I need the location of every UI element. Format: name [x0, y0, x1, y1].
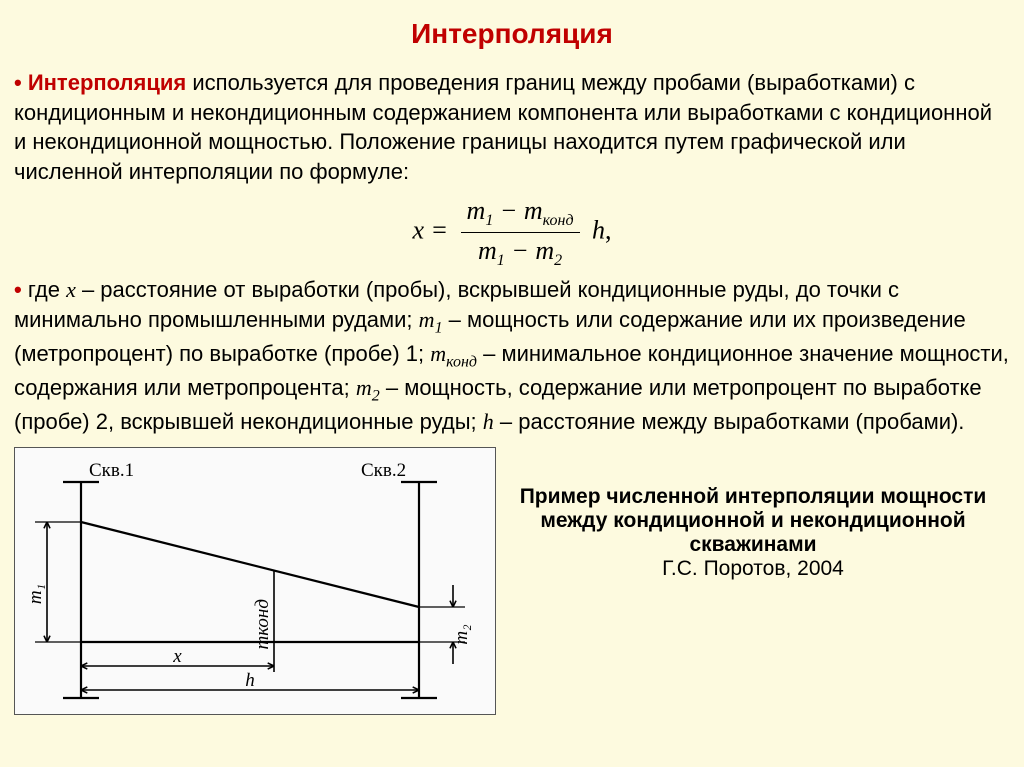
- diagram-frame: Скв.1 Скв.2 m₁ m₂ mконд x h: [14, 447, 496, 715]
- var-x: x: [66, 277, 76, 302]
- var-mkond: mконд: [430, 341, 477, 366]
- interpolation-diagram: Скв.1 Скв.2 m₁ m₂ mконд x h: [19, 452, 491, 704]
- formula-rhs: h,: [592, 215, 612, 244]
- formula-numerator: m1 − mконд: [461, 193, 580, 233]
- var-h: h: [483, 409, 494, 434]
- p2f: – расстояние между выработками (пробами)…: [494, 409, 965, 434]
- bullet-1: •: [14, 70, 28, 95]
- svg-text:Скв.1: Скв.1: [89, 460, 134, 481]
- formula-row: x = m1 − mконд m1 − m2 h,: [14, 193, 1010, 272]
- svg-text:Скв.2: Скв.2: [361, 460, 406, 481]
- svg-text:mконд: mконд: [252, 599, 273, 649]
- svg-text:m₂: m₂: [451, 624, 472, 645]
- caption-bold: Пример численной интерполяции мощности м…: [496, 485, 1010, 557]
- page-title: Интерполяция: [0, 0, 1024, 50]
- formula-lhs: x =: [412, 215, 448, 244]
- svg-text:h: h: [245, 670, 255, 691]
- term-interpolation: Интерполяция: [28, 70, 186, 95]
- var-m1: m1: [419, 307, 443, 332]
- p2a: где: [28, 277, 66, 302]
- svg-text:m₁: m₁: [25, 583, 46, 603]
- figure-caption: Пример численной интерполяции мощности м…: [496, 447, 1010, 581]
- var-m2: m2: [356, 375, 380, 400]
- formula-fraction: m1 − mконд m1 − m2: [461, 193, 580, 272]
- bullet-2: •: [14, 277, 28, 302]
- svg-text:x: x: [172, 646, 182, 667]
- paragraph-2: • где x – расстояние от выработки (пробы…: [14, 275, 1010, 436]
- paragraph-1: • Интерполяция используется для проведен…: [14, 68, 1010, 187]
- formula: x = m1 − mконд m1 − m2 h,: [412, 193, 611, 272]
- caption-source: Г.С. Поротов, 2004: [496, 557, 1010, 581]
- main-content: • Интерполяция используется для проведен…: [0, 50, 1024, 437]
- formula-denominator: m1 − m2: [461, 233, 580, 272]
